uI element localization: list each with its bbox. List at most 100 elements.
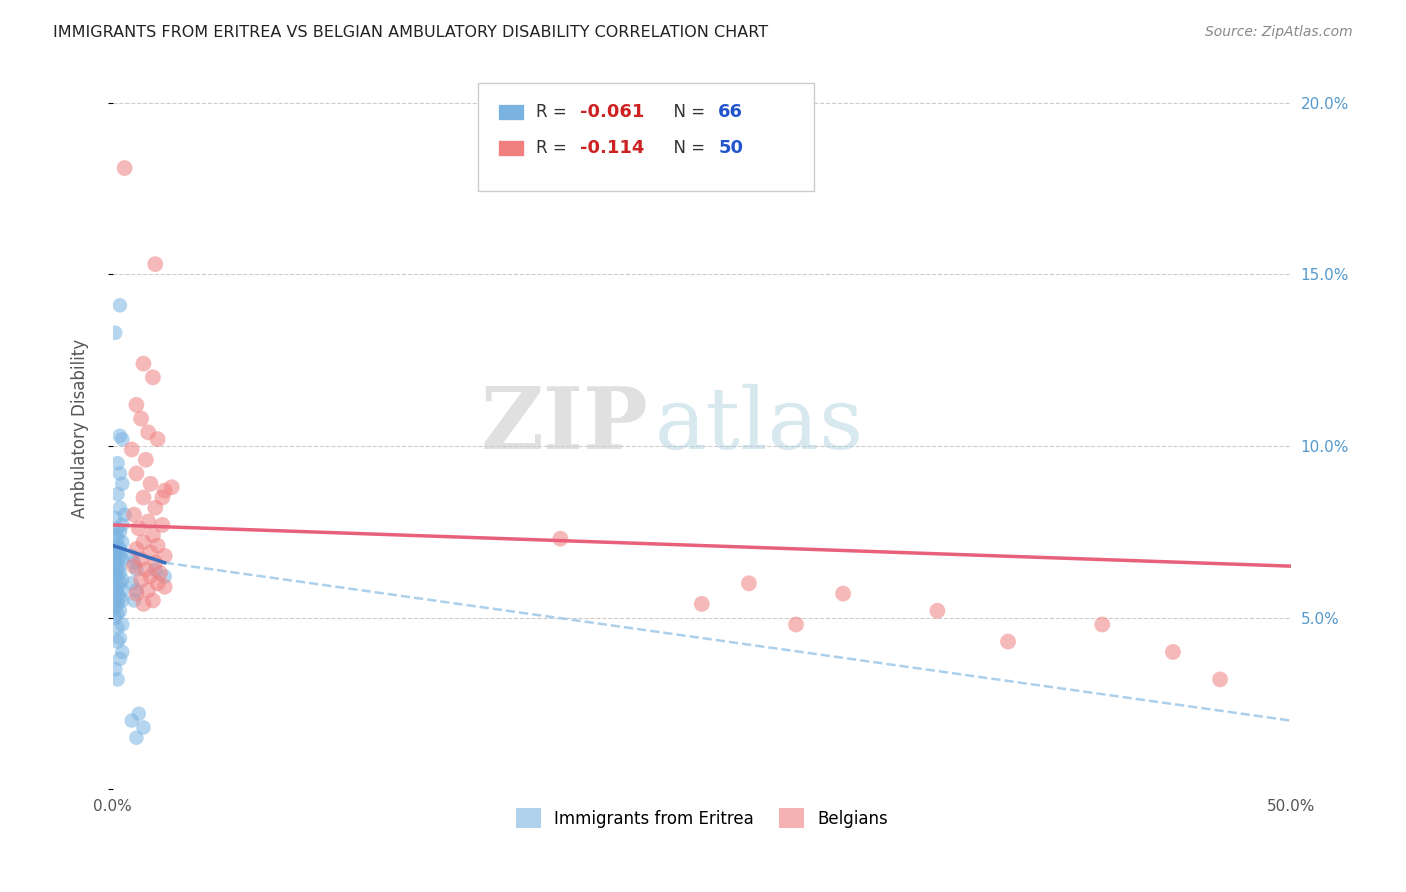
Point: [107, 607, 129, 622]
Text: -0.061: -0.061: [581, 103, 645, 120]
Text: IMMIGRANTS FROM ERITREA VS BELGIAN AMBULATORY DISABILITY CORRELATION CHART: IMMIGRANTS FROM ERITREA VS BELGIAN AMBUL…: [53, 25, 769, 40]
Point: [132, 491, 155, 505]
Point: [160, 480, 183, 494]
Point: [121, 549, 143, 563]
Point: [153, 549, 176, 563]
Point: [108, 500, 131, 515]
Point: [104, 326, 127, 340]
FancyBboxPatch shape: [478, 83, 814, 191]
Point: [690, 597, 713, 611]
Point: [107, 487, 129, 501]
Point: [125, 398, 148, 412]
Point: [107, 621, 129, 635]
Point: [111, 645, 134, 659]
FancyBboxPatch shape: [498, 140, 524, 156]
Point: [1091, 617, 1114, 632]
Point: [129, 552, 152, 566]
Point: [128, 706, 150, 721]
Point: [104, 583, 127, 598]
Point: [111, 573, 134, 587]
Point: [132, 535, 155, 549]
Point: [104, 566, 127, 580]
Point: [108, 631, 131, 645]
Point: [107, 545, 129, 559]
Point: [104, 573, 127, 587]
Point: [108, 576, 131, 591]
Point: [104, 593, 127, 607]
Point: [107, 673, 129, 687]
Point: [129, 411, 152, 425]
Point: [104, 511, 127, 525]
Point: [125, 731, 148, 745]
Point: [738, 576, 761, 591]
Point: [108, 604, 131, 618]
Point: [111, 552, 134, 566]
Point: [153, 483, 176, 498]
Point: [107, 552, 129, 566]
Point: [121, 714, 143, 728]
Point: [107, 634, 129, 648]
Point: [143, 563, 166, 577]
Point: [1209, 673, 1232, 687]
Point: [111, 535, 134, 549]
Point: [108, 467, 131, 481]
Point: [150, 491, 173, 505]
Point: [139, 476, 162, 491]
Point: [143, 500, 166, 515]
Point: [146, 539, 169, 553]
Point: [125, 583, 148, 598]
Point: [146, 576, 169, 591]
Point: [135, 563, 157, 577]
Point: [114, 161, 136, 175]
Text: N =: N =: [662, 139, 710, 157]
Point: [111, 593, 134, 607]
Text: ZIP: ZIP: [481, 384, 648, 467]
Point: [122, 508, 145, 522]
Legend: Immigrants from Eritrea, Belgians: Immigrants from Eritrea, Belgians: [509, 801, 894, 835]
Point: [832, 586, 855, 600]
Point: [139, 545, 162, 559]
Point: [125, 563, 148, 577]
Point: [111, 432, 134, 446]
Point: [104, 662, 127, 676]
Point: [132, 597, 155, 611]
Point: [114, 508, 136, 522]
Point: [142, 593, 165, 607]
Point: [104, 556, 127, 570]
Point: [122, 559, 145, 574]
Point: [132, 357, 155, 371]
Point: [111, 476, 134, 491]
Point: [143, 556, 166, 570]
Point: [1161, 645, 1184, 659]
Point: [104, 541, 127, 556]
Point: [107, 532, 129, 546]
Text: R =: R =: [536, 139, 572, 157]
Point: [125, 467, 148, 481]
Point: [129, 573, 152, 587]
Point: [108, 298, 131, 312]
Point: [150, 518, 173, 533]
Text: 50: 50: [718, 139, 744, 157]
Point: [927, 604, 949, 618]
Point: [121, 442, 143, 457]
Point: [107, 521, 129, 535]
Point: [108, 566, 131, 580]
Point: [108, 652, 131, 666]
Point: [149, 566, 172, 580]
Point: [142, 370, 165, 384]
Point: [108, 549, 131, 563]
Point: [136, 583, 159, 598]
Point: [108, 541, 131, 556]
Text: atlas: atlas: [655, 384, 863, 467]
Text: R =: R =: [536, 103, 572, 120]
Text: N =: N =: [662, 103, 710, 120]
Point: [107, 569, 129, 583]
Point: [104, 549, 127, 563]
Point: [139, 569, 162, 583]
Point: [107, 597, 129, 611]
Point: [997, 634, 1019, 648]
Point: [128, 521, 150, 535]
Point: [108, 524, 131, 539]
Point: [550, 532, 572, 546]
Point: [107, 586, 129, 600]
